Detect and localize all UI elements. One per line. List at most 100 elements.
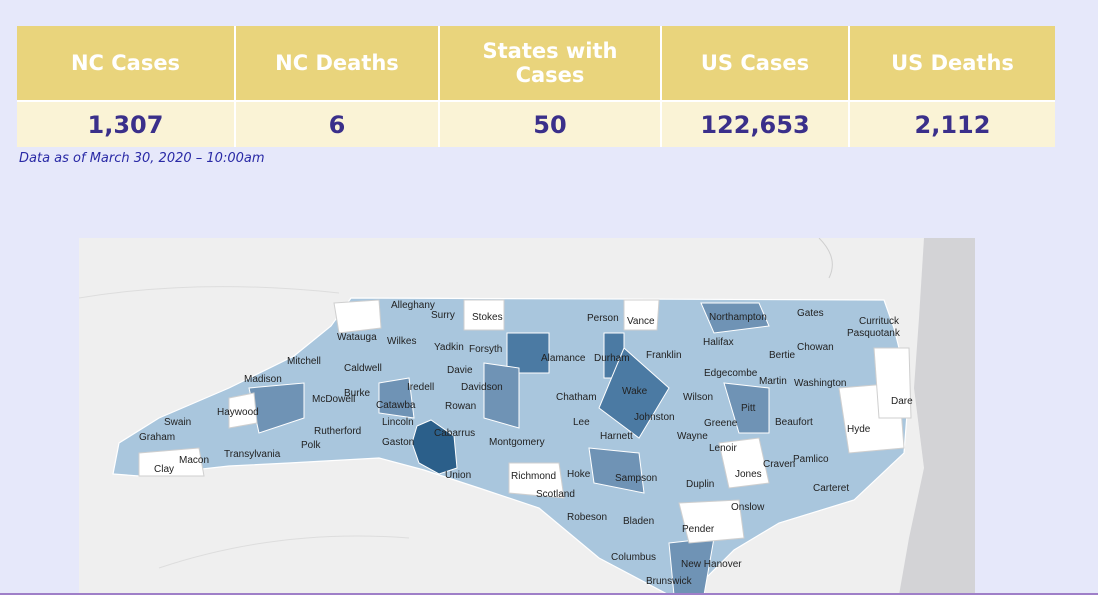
county-label-pasquotank: Pasquotank: [847, 328, 901, 339]
county-pender[interactable]: [678, 499, 745, 544]
county-label-chatham: Chatham: [556, 392, 597, 403]
us-deaths-value: 2,112: [849, 100, 1055, 147]
county-label-lenoir: Lenoir: [709, 443, 737, 454]
nc-deaths-value: 6: [235, 100, 440, 147]
county-label-northampton: Northampton: [709, 312, 767, 323]
county-label-gates: Gates: [797, 308, 824, 319]
county-label-onslow: Onslow: [731, 502, 765, 513]
county-label-swain: Swain: [164, 417, 191, 428]
county-label-madison: Madison: [244, 374, 282, 385]
county-label-durham: Durham: [594, 353, 630, 364]
county-haywood[interactable]: [228, 392, 258, 429]
basemap-border: [79, 286, 340, 299]
county-label-gaston: Gaston: [382, 437, 414, 448]
county-label-person: Person: [587, 313, 619, 324]
county-label-davidson: Davidson: [461, 382, 503, 393]
county-label-surry: Surry: [431, 310, 455, 321]
county-clay-macon[interactable]: [138, 447, 205, 477]
county-label-dare: Dare: [891, 396, 913, 407]
county-label-forsyth: Forsyth: [469, 344, 502, 355]
county-label-watauga: Watauga: [337, 332, 377, 343]
county-label-alleghany: Alleghany: [391, 300, 435, 311]
county-label-harnett: Harnett: [600, 431, 633, 442]
us-cases-value: 122,653: [661, 100, 850, 147]
county-label-carteret: Carteret: [813, 483, 849, 494]
county-label-caldwell: Caldwell: [344, 363, 382, 374]
ocean: [899, 238, 975, 595]
county-davidson-shade[interactable]: [483, 362, 520, 429]
county-label-vance: Vance: [627, 316, 655, 327]
county-label-bertie: Bertie: [769, 350, 796, 361]
summary-values-row: 1,307 6 50 122,653 2,112: [17, 100, 1055, 147]
map-canvas: Alleghany Surry Stokes Person Vance Nort…: [79, 238, 975, 595]
county-label-graham: Graham: [139, 432, 175, 443]
nc-county-map[interactable]: Alleghany Surry Stokes Person Vance Nort…: [79, 238, 975, 595]
county-wilkes-area[interactable]: [333, 299, 382, 334]
county-label-pamlico: Pamlico: [793, 454, 829, 465]
basemap-road: [818, 238, 833, 279]
county-jones[interactable]: [718, 437, 770, 489]
county-label-stokes: Stokes: [472, 312, 503, 323]
county-label-martin: Martin: [759, 376, 787, 387]
county-northampton-shade[interactable]: [700, 302, 770, 334]
county-label-pitt: Pitt: [741, 403, 756, 414]
county-label-macon: Macon: [179, 455, 209, 466]
county-label-mitchell: Mitchell: [287, 356, 321, 367]
county-label-chowan: Chowan: [797, 342, 834, 353]
county-mecklenburg[interactable]: [411, 419, 458, 475]
county-label-bladen: Bladen: [623, 516, 654, 527]
basemap-border: [158, 535, 410, 569]
county-label-rutherford: Rutherford: [314, 426, 361, 437]
county-label-jones: Jones: [735, 469, 762, 480]
county-label-lincoln: Lincoln: [382, 417, 414, 428]
nc-deaths-header: NC Deaths: [235, 26, 440, 101]
county-cumberland[interactable]: [588, 447, 645, 494]
states-with-cases-header: States with Cases: [439, 26, 662, 101]
county-label-union: Union: [445, 470, 471, 481]
nc-cases-value: 1,307: [17, 100, 236, 147]
county-pitt-shade[interactable]: [723, 382, 770, 434]
county-label-currituck: Currituck: [859, 316, 900, 327]
county-catawba-shade[interactable]: [378, 377, 415, 419]
summary-header-row: NC Cases NC Deaths States with Cases US …: [17, 26, 1055, 101]
county-richmond[interactable]: [508, 462, 565, 499]
county-label-greene: Greene: [704, 418, 738, 429]
us-deaths-header: US Deaths: [849, 26, 1055, 101]
county-label-wilson: Wilson: [683, 392, 713, 403]
county-label-halifax: Halifax: [703, 337, 734, 348]
county-vance[interactable]: [623, 299, 660, 331]
states-with-cases-value: 50: [439, 100, 662, 147]
county-label-yadkin: Yadkin: [434, 342, 464, 353]
county-label-hoke: Hoke: [567, 469, 591, 480]
county-label-duplin: Duplin: [686, 479, 714, 490]
county-guilford[interactable]: [506, 332, 550, 374]
county-label-alamance: Alamance: [541, 353, 586, 364]
county-label-sampson: Sampson: [615, 473, 657, 484]
county-label-columbus: Columbus: [611, 552, 656, 563]
county-label-robeson: Robeson: [567, 512, 607, 523]
county-label-catawba: Catawba: [376, 400, 416, 411]
county-label-cabarrus: Cabarrus: [434, 428, 475, 439]
county-label-clay: Clay: [154, 464, 174, 475]
county-label-pender: Pender: [682, 524, 715, 535]
county-label-wayne: Wayne: [677, 431, 708, 442]
county-label-hyde: Hyde: [847, 424, 871, 435]
county-label-polk: Polk: [301, 440, 321, 451]
county-label-transylvania: Transylvania: [224, 449, 281, 460]
summary-table: NC Cases NC Deaths States with Cases US …: [17, 26, 1055, 147]
county-label-washington: Washington: [794, 378, 846, 389]
county-label-montgomery: Montgomery: [489, 437, 545, 448]
county-label-beaufort: Beaufort: [775, 417, 813, 428]
county-dare[interactable]: [873, 347, 912, 419]
nc-cases-header: NC Cases: [17, 26, 236, 101]
bottom-divider: [0, 593, 1098, 595]
county-label-iredell: Iredell: [407, 382, 434, 393]
county-stokes[interactable]: [463, 299, 505, 331]
county-label-richmond: Richmond: [511, 471, 556, 482]
county-label-burke: Burke: [344, 388, 371, 399]
county-wake-shade[interactable]: [598, 347, 670, 439]
county-label-wilkes: Wilkes: [387, 336, 416, 347]
county-label-edgecombe: Edgecombe: [704, 368, 758, 379]
county-label-scotland: Scotland: [536, 489, 575, 500]
county-label-haywood: Haywood: [217, 407, 259, 418]
